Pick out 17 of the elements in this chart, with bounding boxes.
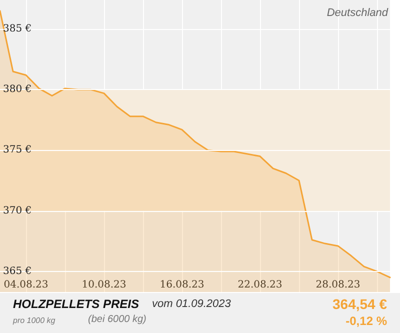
x-tick-label: 22.08.23 (238, 280, 282, 290)
y-tick-label: 375 € (3, 144, 32, 156)
text: HOLZPELLETS PREIS (13, 297, 140, 311)
y-tick-label: 385 € (3, 24, 32, 35)
text: pro 1000 kg (13, 316, 56, 325)
x-tick-label: 16.08.23 (160, 280, 204, 290)
text: Deutschland (326, 7, 388, 19)
text: 364,54 € (332, 296, 387, 312)
x-tick-label: 04.08.23 (4, 280, 48, 290)
text: vom 01.09.2023 (152, 298, 231, 310)
y-tick-label: 365 € (3, 266, 32, 277)
y-tick-label: 380 € (3, 84, 32, 96)
y-tick-label: 370 € (3, 205, 32, 216)
x-tick-label: 10.08.23 (82, 280, 126, 290)
text: (bei 6000 kg) (88, 314, 146, 325)
text: -0,12 % (346, 314, 387, 328)
x-tick-label: 28.08.23 (316, 280, 360, 290)
